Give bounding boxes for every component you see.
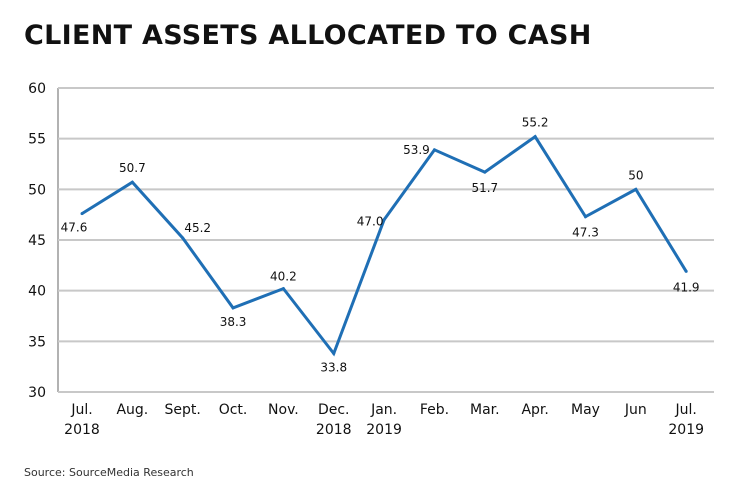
data-point <box>533 135 537 139</box>
data-label: 55.2 <box>522 116 549 130</box>
data-label: 33.8 <box>320 360 347 374</box>
y-tick-label: 40 <box>28 284 46 300</box>
data-label: 47.3 <box>572 226 599 240</box>
data-point <box>584 215 587 219</box>
data-label: 50.7 <box>119 161 146 175</box>
data-label: 45.2 <box>184 221 211 235</box>
x-tick-label: Jan. <box>370 402 397 418</box>
data-label: 38.3 <box>220 315 247 329</box>
x-tick-label: Nov. <box>268 402 299 418</box>
data-point <box>281 287 285 291</box>
x-tick-label: May <box>571 402 600 418</box>
data-label: 47.0 <box>357 215 384 229</box>
data-point <box>634 187 638 191</box>
data-point <box>181 236 185 240</box>
data-point <box>684 269 688 273</box>
data-point <box>382 218 386 222</box>
x-tick-label: Oct. <box>219 402 248 418</box>
data-label: 41.9 <box>673 280 700 294</box>
y-tick-label: 60 <box>28 81 46 97</box>
x-tick-label: Apr. <box>521 402 548 418</box>
x-tick-year: 2018 <box>64 422 100 438</box>
data-point <box>332 351 336 355</box>
y-tick-label: 50 <box>28 182 46 198</box>
x-tick-year: 2019 <box>366 422 402 438</box>
y-tick-label: 55 <box>28 132 46 148</box>
data-point <box>483 170 487 174</box>
x-tick-label: Aug. <box>116 402 148 418</box>
data-label: 51.7 <box>471 181 498 195</box>
data-label: 53.9 <box>403 143 430 157</box>
data-label: 50 <box>628 168 643 182</box>
series-line <box>81 134 688 357</box>
data-point <box>432 148 436 152</box>
x-tick-label: Sept. <box>165 402 201 418</box>
x-tick-year: 2018 <box>316 422 352 438</box>
data-point <box>80 212 84 216</box>
x-tick-year: 2019 <box>668 422 704 438</box>
x-tick-label: Jul. <box>675 402 697 418</box>
chart-title: CLIENT ASSETS ALLOCATED TO CASH <box>24 20 592 51</box>
data-point <box>231 306 235 310</box>
y-tick-label: 30 <box>28 385 46 401</box>
data-point <box>130 180 134 184</box>
x-tick-label: Mar. <box>470 402 500 418</box>
data-label: 40.2 <box>270 270 297 284</box>
y-tick-label: 35 <box>28 334 46 350</box>
data-label: 47.6 <box>61 221 88 235</box>
x-tick-label: Jul. <box>70 402 92 418</box>
x-tick-label: Feb. <box>420 402 449 418</box>
y-tick-label: 45 <box>28 233 46 249</box>
source-note: Source: SourceMedia Research <box>24 466 194 479</box>
x-tick-label: Jun <box>624 402 647 418</box>
x-tick-label: Dec. <box>318 402 350 418</box>
